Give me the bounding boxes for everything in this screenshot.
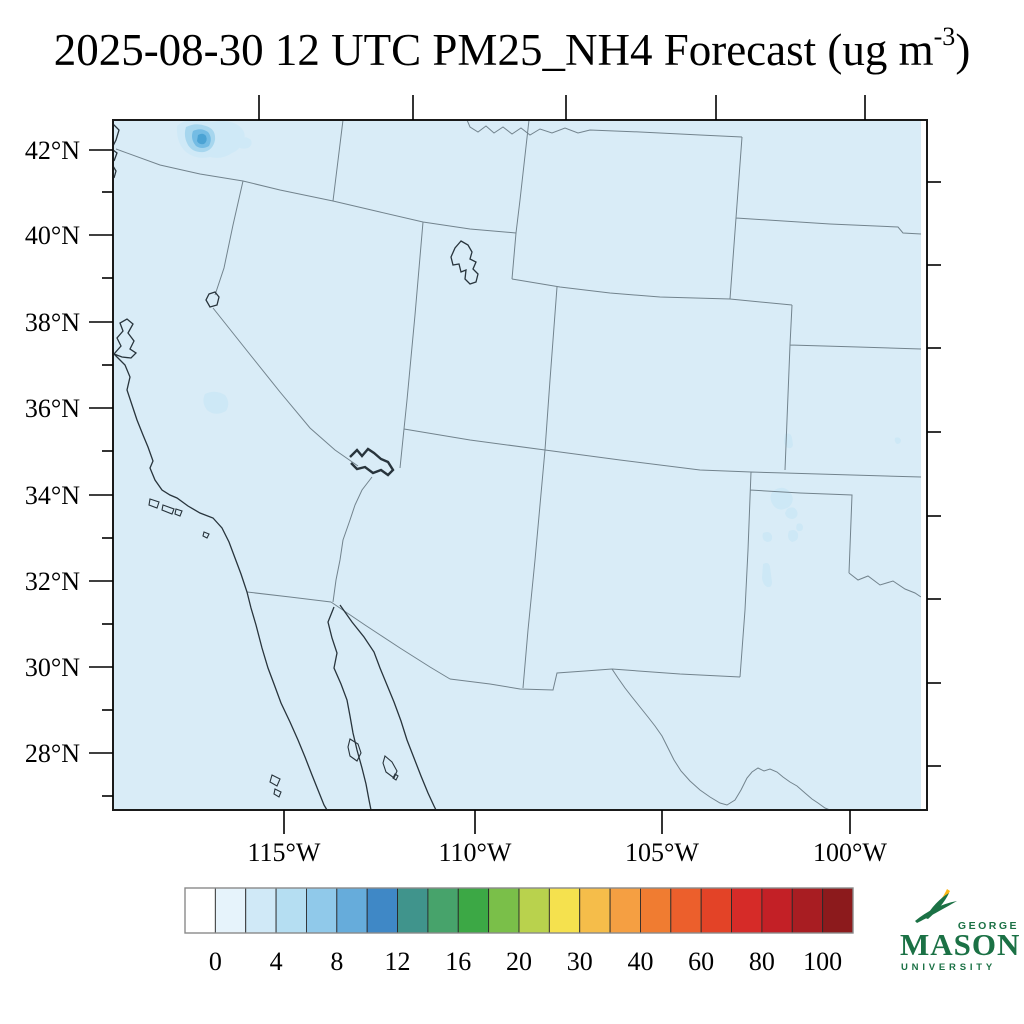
colorbar-cell — [700, 887, 732, 934]
colorbar-tick-label: 30 — [567, 947, 593, 976]
title-text: 2025-08-30 12 UTC PM25_NH4 Forecast (ug … — [53, 25, 934, 75]
lat-tick-label: 40°N — [25, 221, 80, 250]
colorbar-cell — [397, 887, 429, 934]
lon-tick-label: 105°W — [625, 838, 699, 867]
flame-green-small — [925, 893, 949, 919]
colorbar-cell — [579, 887, 611, 934]
lon-tick-label: 110°W — [439, 838, 512, 867]
map-fill-layer — [114, 120, 921, 810]
colorbar-cell — [214, 887, 247, 934]
lat-tick-label: 30°N — [25, 653, 80, 682]
logo-university: UNIVERSITY — [901, 962, 997, 973]
great-salt-lake — [450, 240, 479, 285]
colorbar-cell — [245, 887, 277, 934]
colorbar-tick-label: 80 — [749, 947, 775, 976]
colorbar-tick-label: 100 — [803, 947, 842, 976]
pm25-patches-new-mexico — [762, 433, 901, 588]
colorbar-tick-label: 4 — [270, 947, 283, 976]
colorbar-cell — [548, 887, 581, 934]
colorbar-tick-label: 12 — [385, 947, 411, 976]
colorbar-cell — [488, 887, 520, 934]
title-exponent: -3 — [933, 22, 956, 51]
colorbar-cell — [518, 887, 550, 934]
pm25-patch-california — [203, 391, 229, 414]
gmu-flame-icon — [915, 889, 957, 923]
axes-layer: 42°N 40°N 38°N 36°N 34°N 32°N 30°N 28°N 115°W 110… — [25, 95, 941, 867]
logo-george: GEORGE — [957, 920, 1019, 932]
lon-tick-label: 100°W — [813, 838, 887, 867]
colorbar: 0 4 8 12 16 20 30 40 60 80 100 — [184, 887, 854, 976]
map-frame — [112, 119, 928, 811]
colorbar-cell — [184, 887, 216, 934]
logo-mason: MASON — [900, 927, 1021, 962]
colorbar-cell — [640, 887, 672, 934]
lake-mead-colorado-river — [349, 447, 395, 477]
coastline — [112, 123, 437, 811]
gmu-logo: GEORGE MASON UNIVERSITY — [897, 889, 1019, 977]
projection-edge-gap — [921, 168, 927, 809]
colorbar-cell — [366, 887, 398, 934]
colorbar-cell — [761, 887, 793, 934]
colorbar-cell — [457, 887, 490, 934]
colorbar-tick-label: 0 — [209, 947, 222, 976]
lat-tick-label: 32°N — [25, 567, 80, 596]
page-title: 2025-08-30 12 UTC PM25_NH4 Forecast (ug … — [0, 22, 1024, 76]
title-close-paren: ) — [955, 25, 971, 75]
colorbar-tick-label: 40 — [627, 947, 653, 976]
colorbar-cell — [731, 887, 763, 934]
colorbar-tick-label: 60 — [688, 947, 714, 976]
colorbar-tick-label: 20 — [506, 947, 532, 976]
lat-tick-label: 34°N — [25, 481, 80, 510]
lat-tick-label: 38°N — [25, 308, 80, 337]
colorbar-cell — [670, 887, 702, 934]
state-borders — [115, 119, 922, 811]
colorbar-tick-label: 16 — [445, 947, 471, 976]
colorbar-cell — [427, 887, 459, 934]
lake-tahoe — [205, 291, 220, 308]
colorbar-cell — [822, 887, 854, 934]
lat-tick-label: 36°N — [25, 394, 80, 423]
pm25-plume-core — [197, 133, 207, 145]
colorbar-cell — [336, 887, 368, 934]
colorbar-outline — [184, 887, 854, 934]
colorbar-tick-label: 8 — [330, 947, 343, 976]
islands — [148, 498, 399, 798]
pm25-background-field — [114, 121, 921, 810]
flame-gold — [928, 889, 950, 915]
lat-tick-label: 42°N — [25, 136, 80, 165]
colorbar-cell — [306, 887, 338, 934]
colorbar-cell — [609, 887, 641, 934]
lon-tick-label: 115°W — [248, 838, 321, 867]
colorbar-cell — [275, 887, 307, 934]
lat-tick-label: 28°N — [25, 739, 80, 768]
colorbar-cell — [791, 887, 824, 934]
